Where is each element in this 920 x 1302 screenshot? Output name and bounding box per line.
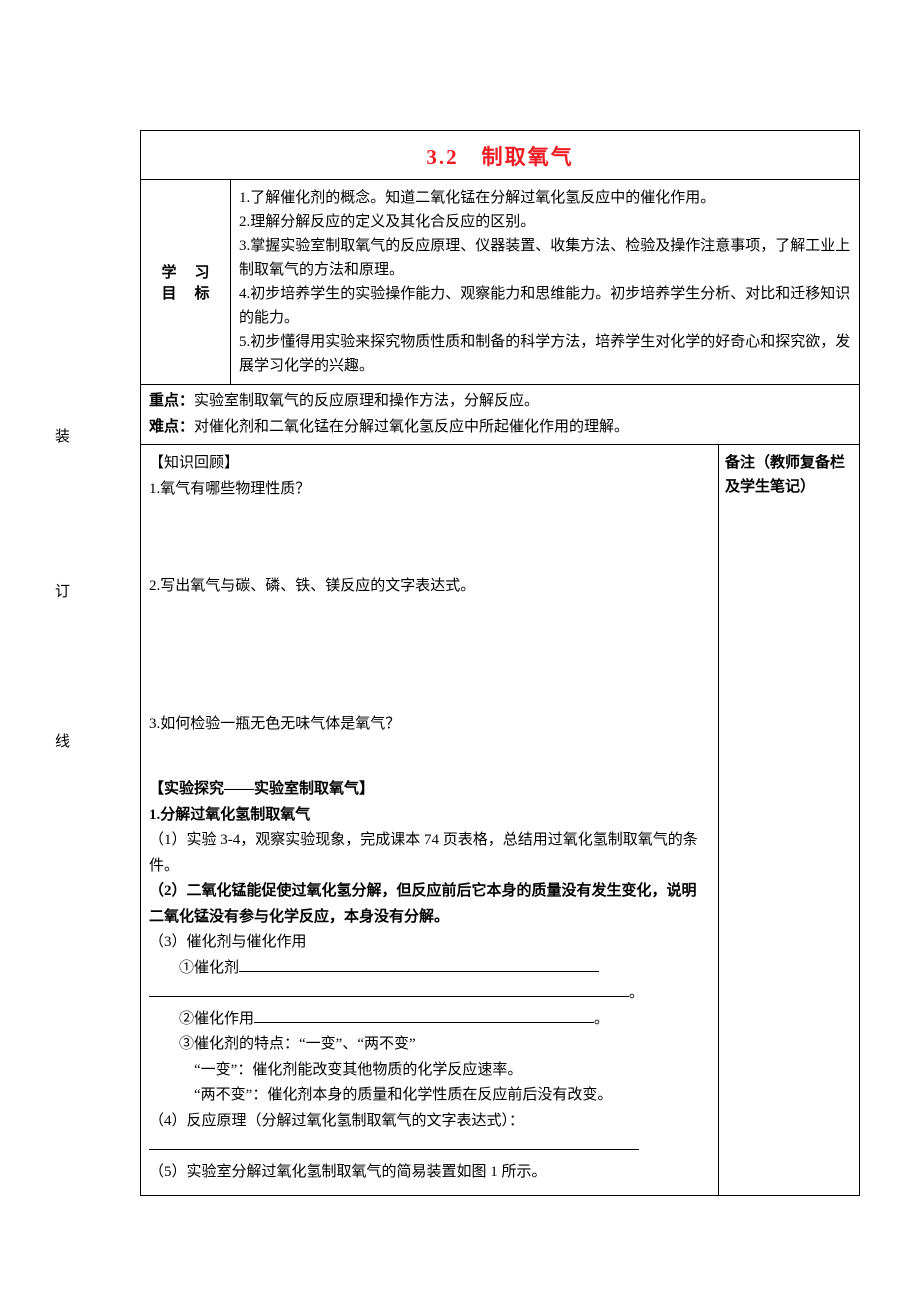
- exp-s1-5: （5）实验室分解过氧化氢制取氧气的简易装置如图 1 所示。: [149, 1160, 710, 1186]
- obj-label-char: 学: [162, 261, 177, 282]
- keypoints-row: 重点：实验室制取氧气的反应原理和操作方法，分解反应。 难点：对催化剂和二氧化锰在…: [141, 385, 859, 445]
- review-header: 【知识回顾】: [149, 451, 710, 477]
- body-row: 【知识回顾】 1.氧气有哪些物理性质？ 2.写出氧气与碳、磷、铁、镁反应的文字表…: [141, 445, 859, 1195]
- binding-mark-xian: 线: [55, 730, 70, 751]
- exp-s1-3b: ②催化作用 。: [149, 1007, 710, 1033]
- fill-blank[interactable]: [149, 1149, 639, 1150]
- objectives-label: 学 习 目 标: [141, 180, 231, 384]
- blank-space: [149, 672, 710, 712]
- review-q2: 2.写出氧气与碳、磷、铁、镁反应的文字表达式。: [149, 574, 710, 600]
- main-content: 【知识回顾】 1.氧气有哪些物理性质？ 2.写出氧气与碳、磷、铁、镁反应的文字表…: [141, 445, 719, 1195]
- blank-space: [149, 502, 710, 574]
- exp-s1-3: （3）催化剂与催化作用: [149, 930, 710, 956]
- objective-item: 2.理解分解反应的定义及其化合反应的区别。: [239, 210, 851, 234]
- key-point: 重点：实验室制取氧气的反应原理和操作方法，分解反应。: [149, 389, 851, 415]
- exp-s1-4-blank: [149, 1134, 710, 1160]
- exp-s1-3c: ③催化剂的特点：“一变”、“两不变”: [149, 1032, 710, 1058]
- obj-label-char: 习: [194, 261, 209, 282]
- obj-label-char: 目: [162, 282, 177, 303]
- review-q3: 3.如何检验一瓶无色无味气体是氧气？: [149, 712, 710, 738]
- objective-item: 1.了解催化剂的概念。知道二氧化锰在分解过氧化氢反应中的催化作用。: [239, 186, 851, 210]
- exp-s1-1: （1）实验 3-4，观察实验现象，完成课本 74 页表格，总结用过氧化氢制取氧气…: [149, 828, 710, 879]
- objectives-row: 学 习 目 标 1.了解催化剂的概念。知道二氧化锰在分解过氧化氢反应中的催化作用…: [141, 180, 859, 385]
- difficult-point: 难点：对催化剂和二氧化锰在分解过氧化氢反应中所起催化作用的理解。: [149, 415, 851, 441]
- period: 。: [629, 985, 644, 1001]
- exp-s1-3c2: “两不变”：催化剂本身的质量和化学性质在反应前后没有改变。: [149, 1083, 710, 1109]
- difficult-point-label: 难点：: [149, 419, 194, 435]
- difficult-point-text: 对催化剂和二氧化锰在分解过氧化氢反应中所起催化作用的理解。: [194, 419, 629, 435]
- exp-s1-4: （4）反应原理（分解过氧化氢制取氧气的文字表达式）：: [149, 1109, 710, 1135]
- worksheet-frame: 3.2 制取氧气 学 习 目 标 1.了解催化剂的概念。知道二氧化锰在分解过氧化…: [140, 130, 860, 1196]
- side-note-header: 备注（教师复备栏及学生笔记）: [725, 455, 845, 495]
- binding-mark-ding: 订: [55, 580, 70, 601]
- objectives-content: 1.了解催化剂的概念。知道二氧化锰在分解过氧化氢反应中的催化作用。 2.理解分解…: [231, 180, 859, 384]
- experiment-header: 【实验探究——实验室制取氧气】: [149, 777, 710, 803]
- objective-item: 4.初步培养学生的实验操作能力、观察能力和思维能力。初步培养学生分析、对比和迁移…: [239, 282, 851, 330]
- fill-blank[interactable]: [149, 996, 629, 997]
- exp-s1-3a: ①催化剂: [149, 956, 710, 982]
- exp-s1-2: （2）二氧化锰能促使过氧化氢分解，但反应前后它本身的质量没有发生变化，说明二氧化…: [149, 879, 710, 930]
- page-title: 3.2 制取氧气: [141, 141, 859, 171]
- title-row: 3.2 制取氧气: [141, 131, 859, 180]
- period: 。: [594, 1011, 609, 1027]
- exp-s1-3a-cont: 。: [149, 981, 710, 1007]
- review-q1: 1.氧气有哪些物理性质？: [149, 477, 710, 503]
- binding-mark-zhuang: 装: [55, 425, 70, 446]
- objective-item: 5.初步懂得用实验来探究物质性质和制备的科学方法，培养学生对化学的好奇心和探究欲…: [239, 330, 851, 378]
- exp-s1-title: 1.分解过氧化氢制取氧气: [149, 803, 710, 829]
- obj-label-char: 标: [194, 282, 209, 303]
- side-notes: 备注（教师复备栏及学生笔记）: [719, 445, 859, 1195]
- objective-item: 3.掌握实验室制取氧气的反应原理、仪器装置、收集方法、检验及操作注意事项，了解工…: [239, 234, 851, 282]
- key-point-label: 重点：: [149, 393, 194, 409]
- fill-blank[interactable]: [254, 1022, 594, 1023]
- catalysis-label: ②催化作用: [179, 1011, 254, 1027]
- blank-space: [149, 600, 710, 672]
- key-point-text: 实验室制取氧气的反应原理和操作方法，分解反应。: [194, 393, 539, 409]
- catalyst-label: ①催化剂: [179, 960, 239, 976]
- blank-space: [149, 737, 710, 777]
- exp-s1-3c1: “一变”：催化剂能改变其他物质的化学反应速率。: [149, 1058, 710, 1084]
- fill-blank[interactable]: [239, 971, 599, 972]
